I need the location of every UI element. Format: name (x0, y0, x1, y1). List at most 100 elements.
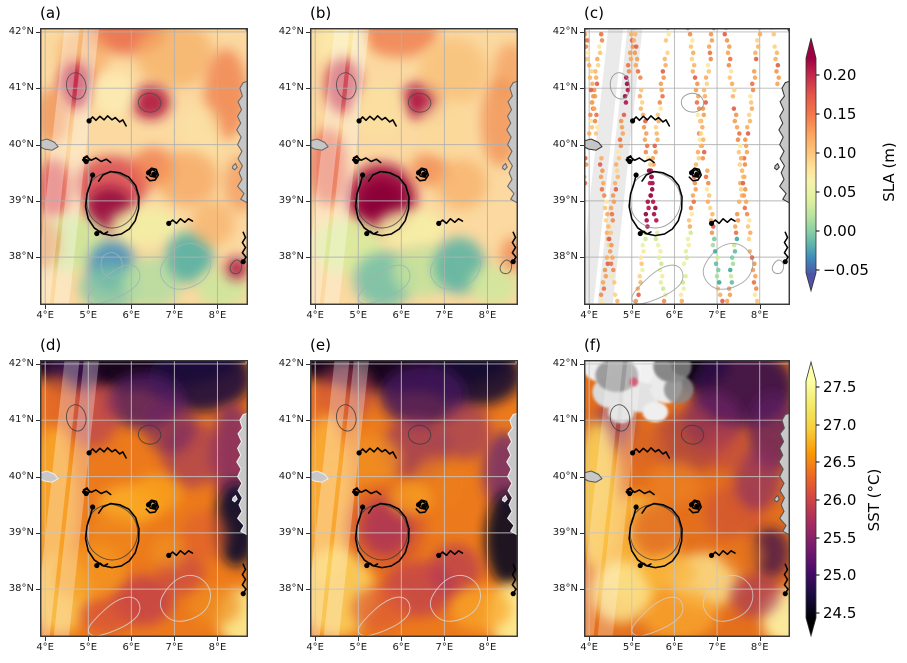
land-polygons (584, 360, 790, 536)
lon-tick-label: 6°E (665, 310, 684, 321)
lon-tick-label: 5°E (622, 310, 641, 321)
lat-tick-mark (306, 420, 310, 421)
satellite-swath (40, 28, 80, 305)
panel-e-map (310, 360, 518, 637)
land-polygons (584, 28, 790, 204)
colorbar-sla-tick-label: 0.15 (823, 105, 857, 123)
lat-tick-mark (306, 364, 310, 365)
lon-tick-label: 8°E (478, 642, 497, 653)
panel-border (584, 28, 790, 305)
colorbar-sla-tick-label: 0.05 (823, 183, 857, 201)
lat-tick-label: 40°N (552, 138, 578, 150)
colorbar-sst-tick-label: 26.0 (823, 491, 857, 509)
lon-tick-mark (45, 305, 46, 309)
lon-tick-mark (131, 305, 132, 309)
lat-tick-mark (36, 477, 40, 478)
lon-tick-mark (760, 637, 761, 641)
lat-tick-label: 39°N (278, 526, 304, 538)
panel-border (310, 28, 518, 305)
colorbar-sst-tick-label: 25.0 (823, 566, 857, 584)
lon-tick-label: 7°E (708, 642, 726, 653)
lon-tick-label: 5°E (79, 642, 98, 653)
panel-border (310, 360, 518, 637)
lon-tick-label: 4°E (306, 310, 324, 321)
lat-tick-label: 41°N (278, 82, 304, 94)
lat-tick-label: 38°N (552, 583, 578, 595)
lat-tick-mark (580, 364, 584, 365)
lon-tick-mark (632, 637, 633, 641)
lat-tick-mark (306, 257, 310, 258)
lon-tick-label: 6°E (122, 642, 141, 653)
satellite-swath (584, 360, 624, 637)
lon-tick-mark (487, 637, 488, 641)
lon-tick-label: 6°E (392, 642, 411, 653)
lat-tick-label: 41°N (278, 414, 304, 426)
lat-tick-label: 38°N (8, 251, 34, 263)
panel-label-a: (a) (40, 4, 61, 22)
colorbar-sla-tick-label: −0.05 (823, 261, 869, 279)
lat-tick-mark (580, 201, 584, 202)
lat-tick-label: 38°N (278, 583, 304, 595)
satellite-swath (584, 28, 624, 305)
lat-tick-mark (306, 533, 310, 534)
colorbar-sst-title: SST (°C) (865, 468, 883, 532)
lat-tick-mark (36, 533, 40, 534)
lat-tick-mark (580, 477, 584, 478)
lat-tick-mark (36, 145, 40, 146)
satellite-swath (310, 360, 350, 637)
lat-tick-mark (580, 420, 584, 421)
drifter-trajectories (81, 115, 247, 265)
lon-tick-label: 7°E (708, 310, 726, 321)
lon-tick-label: 7°E (435, 642, 454, 653)
colorbar-sst-tick-label: 26.5 (823, 453, 857, 471)
lon-tick-label: 8°E (208, 310, 227, 321)
lon-tick-label: 7°E (165, 310, 184, 321)
lat-tick-mark (306, 145, 310, 146)
satellite-swath (53, 360, 100, 637)
lat-tick-mark (36, 201, 40, 202)
lat-tick-label: 42°N (278, 357, 304, 369)
lon-tick-mark (217, 637, 218, 641)
lon-tick-label: 4°E (306, 642, 324, 653)
colorbar-sla-tick-label: 0.00 (823, 222, 857, 240)
lat-tick-mark (306, 477, 310, 478)
lat-tick-label: 41°N (552, 82, 578, 94)
lat-tick-mark (306, 88, 310, 89)
lat-tick-mark (306, 32, 310, 33)
lat-tick-label: 41°N (552, 414, 578, 426)
lon-tick-mark (589, 637, 590, 641)
lon-tick-label: 6°E (392, 310, 411, 321)
panel-label-d: (d) (40, 336, 62, 354)
lat-tick-label: 39°N (552, 526, 578, 538)
lat-tick-label: 42°N (552, 25, 578, 37)
lon-tick-mark (487, 305, 488, 309)
drifter-trajectories (625, 115, 789, 265)
lon-tick-label: 4°E (36, 642, 54, 653)
satellite-swath (597, 360, 643, 637)
panel-border (584, 360, 790, 637)
lon-tick-mark (88, 305, 89, 309)
land-polygons (40, 360, 248, 536)
lat-tick-label: 38°N (278, 251, 304, 263)
lon-tick-label: 4°E (580, 642, 598, 653)
colorbar-sla-tick-label: 0.10 (823, 144, 857, 162)
lon-tick-mark (589, 305, 590, 309)
satellite-swath (597, 28, 643, 305)
lat-tick-label: 39°N (8, 194, 34, 206)
altimetry-scatter-dots (584, 28, 782, 305)
lat-tick-mark (580, 32, 584, 33)
colorbar-sla-title: SLA (m) (880, 142, 898, 202)
lat-tick-mark (306, 201, 310, 202)
lon-tick-mark (315, 305, 316, 309)
lon-tick-label: 5°E (349, 642, 368, 653)
colorbar-sla-tick-label: 0.20 (823, 66, 857, 84)
panel-d-map (40, 360, 248, 637)
lon-tick-label: 4°E (36, 310, 54, 321)
lat-tick-mark (36, 257, 40, 258)
lat-tick-mark (580, 257, 584, 258)
lon-tick-label: 8°E (750, 310, 769, 321)
lon-tick-mark (131, 637, 132, 641)
panel-a-map (40, 28, 248, 305)
lon-tick-mark (717, 637, 718, 641)
